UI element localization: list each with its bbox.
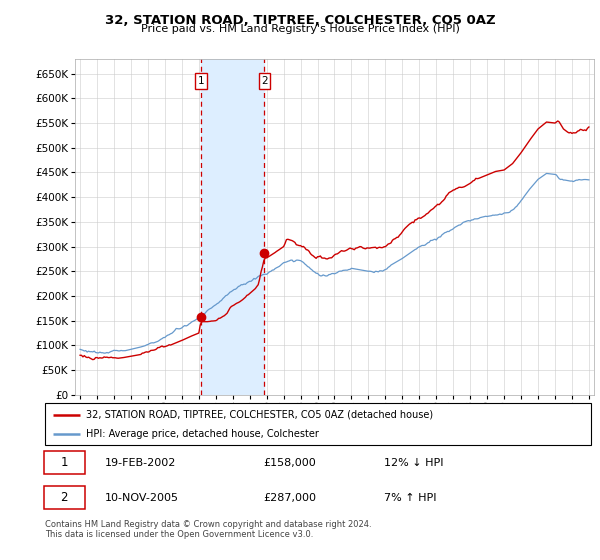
Text: 1: 1	[61, 456, 68, 469]
FancyBboxPatch shape	[44, 486, 85, 509]
FancyBboxPatch shape	[44, 451, 85, 474]
Text: 7% ↑ HPI: 7% ↑ HPI	[383, 493, 436, 502]
FancyBboxPatch shape	[45, 403, 591, 445]
Text: 1: 1	[197, 76, 204, 86]
Text: 19-FEB-2002: 19-FEB-2002	[105, 458, 176, 468]
Text: Price paid vs. HM Land Registry's House Price Index (HPI): Price paid vs. HM Land Registry's House …	[140, 24, 460, 34]
Text: 12% ↓ HPI: 12% ↓ HPI	[383, 458, 443, 468]
Text: 10-NOV-2005: 10-NOV-2005	[105, 493, 179, 502]
Text: 32, STATION ROAD, TIPTREE, COLCHESTER, CO5 0AZ (detached house): 32, STATION ROAD, TIPTREE, COLCHESTER, C…	[86, 409, 433, 419]
Text: 32, STATION ROAD, TIPTREE, COLCHESTER, CO5 0AZ: 32, STATION ROAD, TIPTREE, COLCHESTER, C…	[104, 14, 496, 27]
Text: 2: 2	[61, 491, 68, 504]
Text: HPI: Average price, detached house, Colchester: HPI: Average price, detached house, Colc…	[86, 429, 319, 439]
Text: Contains HM Land Registry data © Crown copyright and database right 2024.
This d: Contains HM Land Registry data © Crown c…	[45, 520, 371, 539]
Bar	[201, 59, 265, 395]
Text: £287,000: £287,000	[263, 493, 316, 502]
Text: 2: 2	[261, 76, 268, 86]
Text: £158,000: £158,000	[263, 458, 316, 468]
